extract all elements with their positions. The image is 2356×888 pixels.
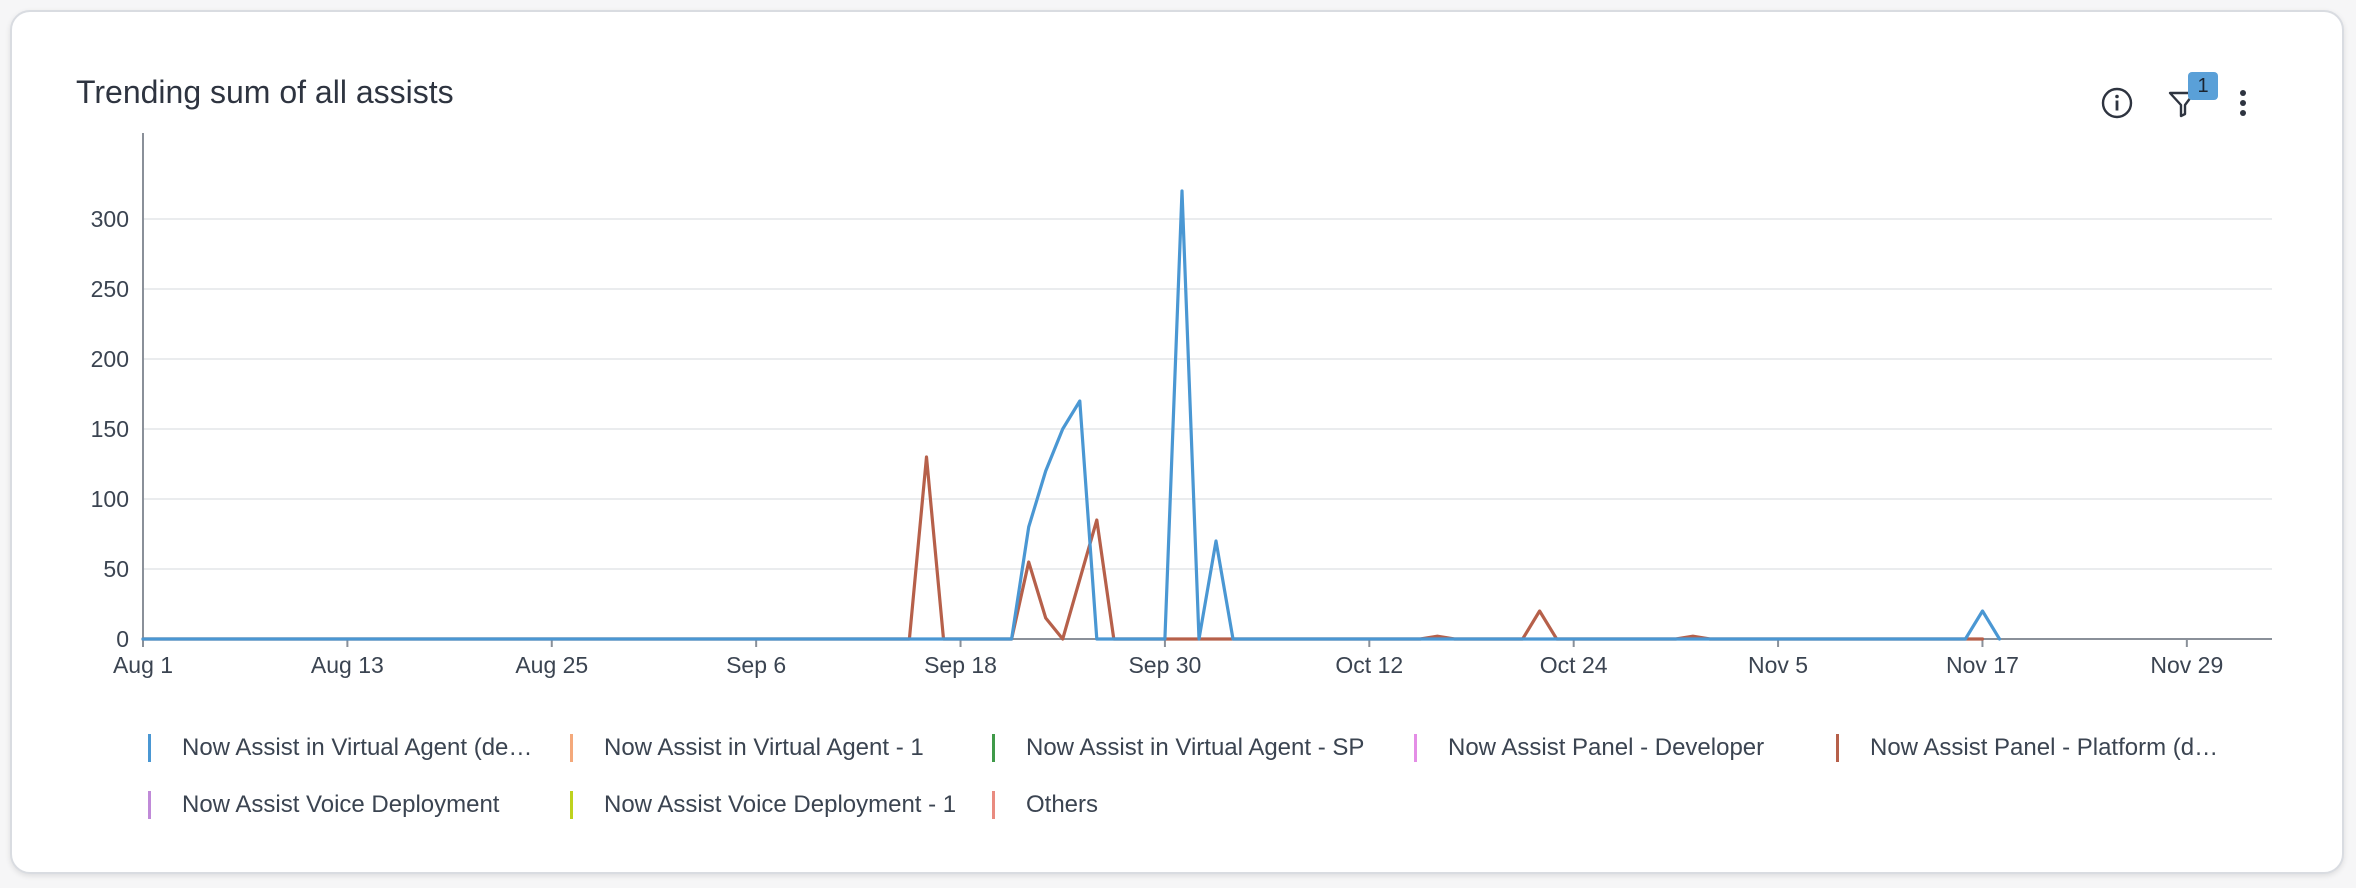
x-tick-label: Oct 24 — [1540, 652, 1608, 678]
legend-swatch — [570, 791, 573, 819]
x-tick-label: Aug 25 — [515, 652, 588, 678]
y-tick-label: 300 — [91, 206, 129, 232]
y-tick-label: 250 — [91, 276, 129, 302]
x-tick-label: Nov 29 — [2150, 652, 2223, 678]
x-tick-label: Aug 1 — [113, 652, 173, 678]
legend-label: Others — [1026, 791, 1099, 818]
line-chart: 0 50 100 150 200 250 300 Aug 1 Aug 13 Aug 25 Sep 6… — [91, 133, 2272, 678]
legend-swatch — [992, 791, 995, 819]
y-tick-label: 200 — [91, 346, 129, 372]
more-vertical-icon[interactable] — [2220, 78, 2266, 124]
legend-label: Now Assist in Virtual Agent (de… — [182, 734, 533, 761]
x-tick-label: Oct 12 — [1335, 652, 1403, 678]
x-tick-label: Sep 18 — [924, 652, 997, 678]
legend-swatch — [992, 734, 995, 762]
legend-swatch — [1414, 734, 1417, 762]
info-icon[interactable] — [2094, 78, 2140, 124]
card-actions: 1 — [2094, 72, 2294, 124]
x-tick-label: Nov 5 — [1748, 652, 1808, 678]
y-tick-label: 100 — [91, 486, 129, 512]
y-tick-label: 50 — [103, 556, 129, 582]
x-tick-label: Nov 17 — [1946, 652, 2019, 678]
legend-label: Now Assist Panel - Developer — [1448, 734, 1765, 761]
legend-label: Now Assist Panel - Platform (d… — [1870, 734, 2219, 761]
series-line-0 — [141, 189, 2002, 641]
legend-swatch — [148, 791, 151, 819]
legend-label: Now Assist in Virtual Agent - 1 — [604, 734, 924, 761]
legend-label: Now Assist Voice Deployment — [182, 791, 500, 818]
legend-label: Now Assist Voice Deployment - 1 — [604, 791, 957, 818]
chart-card: Trending sum of all assists 1 0 50 100 150 2… — [10, 10, 2344, 874]
legend-swatch — [148, 734, 151, 762]
x-tick-label: Sep 30 — [1128, 652, 1201, 678]
y-tick-label: 0 — [116, 626, 129, 652]
series-line-4 — [141, 455, 1985, 641]
x-tick-label: Sep 6 — [726, 652, 786, 678]
chart-title: Trending sum of all assists — [76, 74, 454, 110]
legend-label: Now Assist in Virtual Agent - SP — [1026, 734, 1365, 761]
x-tick-label: Aug 13 — [311, 652, 384, 678]
y-tick-label: 150 — [91, 416, 129, 442]
legend-swatch — [1836, 734, 1839, 762]
legend-swatch — [570, 734, 573, 762]
filter-count-badge: 1 — [2188, 72, 2218, 100]
